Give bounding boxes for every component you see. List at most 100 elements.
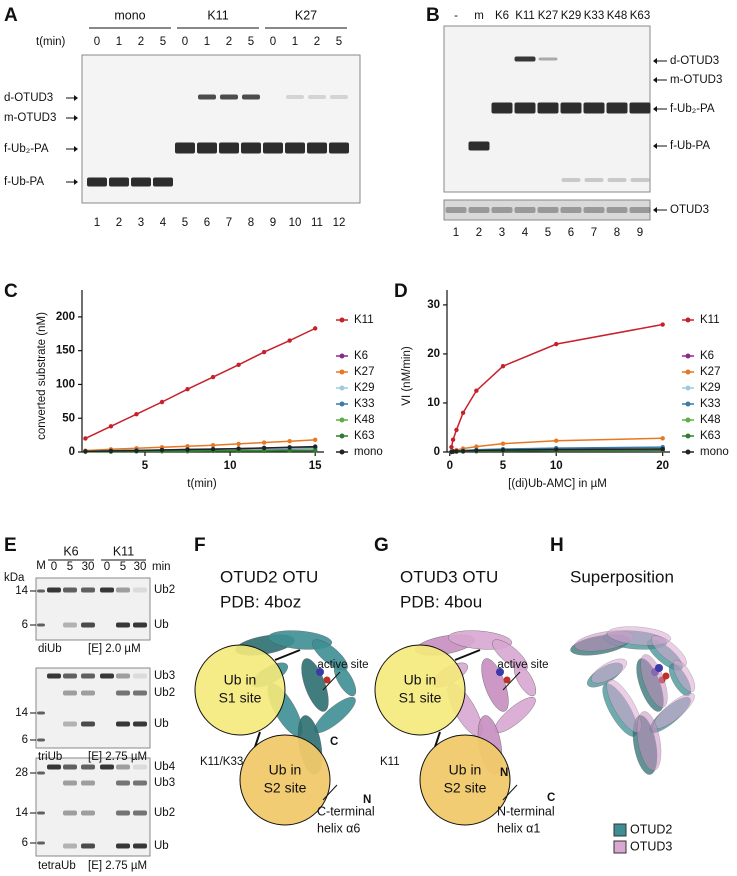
marker-label: 6 (22, 837, 28, 849)
marker-label: 14 (15, 585, 28, 597)
protein-cartoon (312, 639, 348, 671)
band (468, 207, 490, 213)
legend-marker (685, 449, 691, 455)
band (133, 843, 147, 849)
enzyme-label: [E] 2.0 µM (88, 643, 141, 655)
annotation: K11 (380, 756, 400, 768)
legend-marker (685, 369, 691, 375)
band (308, 95, 326, 99)
legend-label: K6 (700, 350, 714, 362)
data-point (83, 449, 88, 454)
panel-title: OTUD2 OTU (220, 567, 318, 586)
lane-header: M (36, 560, 46, 572)
panel-letter: C (4, 281, 18, 302)
data-point (660, 436, 665, 441)
lane-number: 1 (453, 227, 459, 239)
x-tick-label: 20 (656, 460, 669, 472)
group-label: K11 (113, 544, 134, 558)
arrow-head (653, 106, 657, 112)
data-point (312, 437, 318, 443)
band-label: Ub4 (154, 761, 176, 773)
band (116, 690, 130, 696)
lane-number: 9 (270, 217, 276, 229)
substrate-label: diUb (38, 643, 62, 655)
s1-circle (374, 644, 466, 736)
band (630, 178, 650, 182)
legend-marker (339, 401, 345, 407)
legend-label: K27 (354, 366, 374, 378)
data-point (159, 447, 165, 453)
band-label: m-OTUD3 (4, 112, 56, 124)
data-point (454, 427, 459, 433)
band (81, 780, 95, 786)
band-label: Ub2 (154, 807, 175, 819)
group-label: K6 (63, 544, 78, 558)
band (63, 764, 77, 770)
band (629, 207, 651, 213)
active-site-residue (503, 676, 511, 684)
lane-header: K33 (584, 10, 604, 22)
band (116, 587, 130, 593)
band-label: Ub (154, 840, 169, 852)
lane-number: 4 (160, 217, 167, 229)
band (81, 690, 95, 696)
legend-marker (339, 369, 345, 375)
band (47, 673, 61, 679)
band (330, 95, 348, 99)
legend-label: K29 (700, 382, 720, 394)
marker-label: 14 (15, 807, 28, 819)
data-point (185, 447, 190, 452)
data-point (261, 445, 267, 451)
band (606, 207, 628, 213)
lane-number: 6 (568, 227, 574, 239)
data-point (287, 338, 292, 343)
panel-letter: E (4, 535, 17, 556)
data-point (185, 444, 190, 449)
data-point (185, 386, 190, 392)
data-point (287, 445, 292, 450)
time-label: 5 (336, 36, 342, 48)
band-label: f-Ub₂-PA (4, 143, 49, 155)
x-tick-label: 5 (142, 460, 149, 472)
data-point (312, 444, 318, 449)
legend-swatch (613, 840, 627, 854)
arrow-head (74, 146, 78, 152)
group-label: mono (114, 8, 145, 22)
band (537, 207, 559, 213)
legend-label: K48 (700, 414, 720, 426)
active-site-residue (655, 664, 663, 672)
band-label: Ub3 (154, 777, 175, 789)
band (81, 587, 95, 593)
legend-marker (339, 433, 345, 439)
band (116, 622, 130, 628)
band-label: Ub3 (154, 670, 175, 682)
band (116, 721, 130, 727)
gel-e3 (35, 757, 151, 857)
data-point (500, 447, 506, 453)
data-point (312, 448, 318, 453)
protein-cartoon (651, 635, 687, 667)
arrow-head (653, 143, 657, 149)
arrow-head (653, 207, 657, 213)
band (491, 102, 513, 114)
band (153, 177, 173, 187)
band (87, 177, 107, 187)
band (219, 142, 239, 154)
band (133, 780, 147, 786)
data-point (134, 411, 139, 417)
legend-marker (685, 317, 691, 323)
band (81, 721, 95, 727)
lane-number: 1 (94, 217, 100, 229)
legend-label: K27 (700, 366, 720, 378)
band-label: f-Ub-PA (4, 176, 44, 188)
connector (454, 649, 481, 661)
data-point (460, 410, 466, 415)
gel-b-loading (443, 199, 651, 221)
time-label: 0 (104, 561, 110, 573)
kda-label: kDa (4, 572, 25, 584)
protein-cartoon (591, 658, 627, 684)
band (133, 764, 147, 770)
lane-header: K6 (495, 10, 509, 22)
data-point (450, 449, 456, 454)
y-tick-label: 20 (427, 348, 440, 360)
